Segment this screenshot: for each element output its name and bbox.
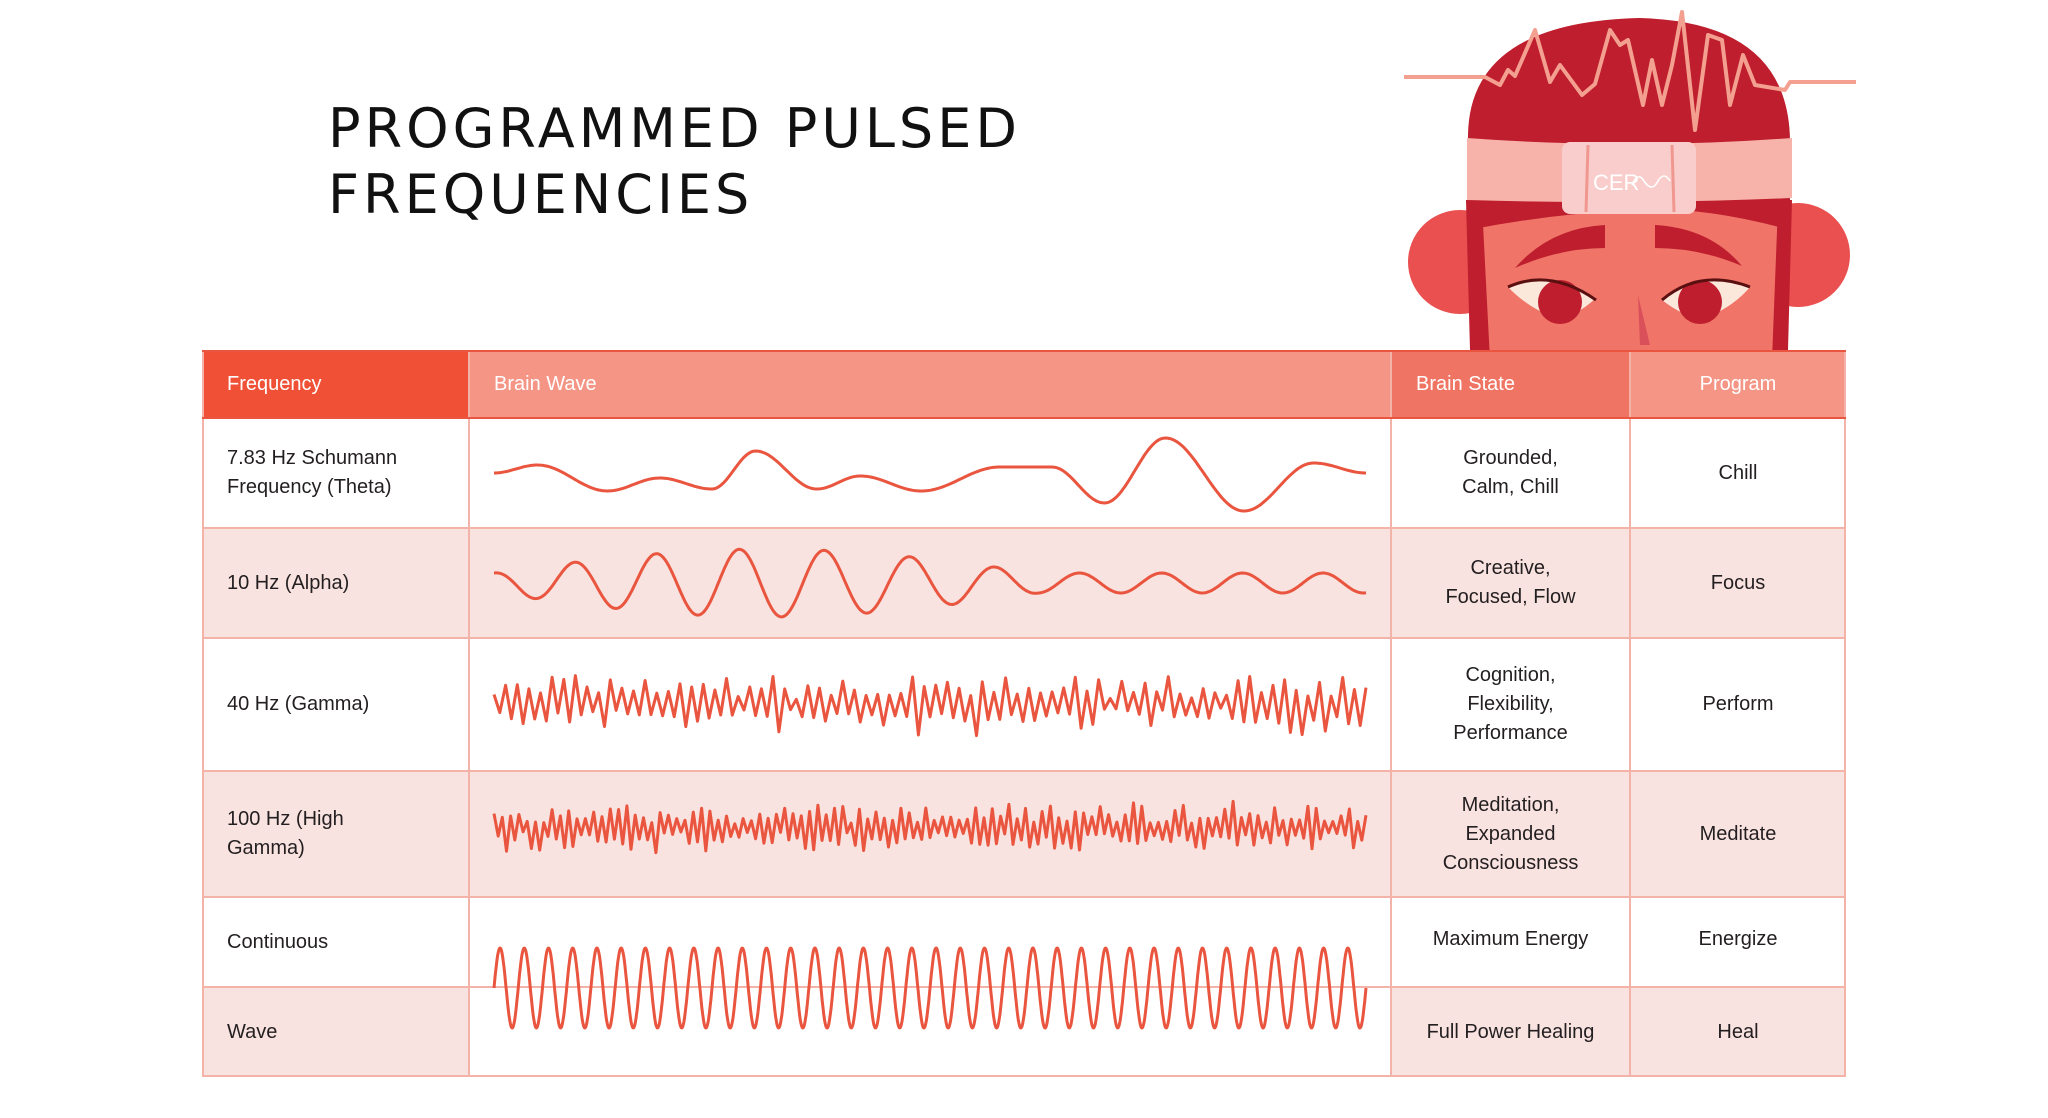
row-5-program: Energize <box>1698 927 1778 950</box>
row-6-program: Heal <box>1717 1020 1759 1043</box>
row-1-brain-state: Grounded, Calm, Chill <box>1462 447 1559 498</box>
row-2-program: Focus <box>1710 571 1766 594</box>
row-2-frequency: 10 Hz (Alpha) <box>227 571 350 594</box>
right-eyebrow <box>1655 225 1742 266</box>
row-3-program: Perform <box>1702 693 1774 715</box>
row-5-frequency: Continuous <box>227 930 329 953</box>
brain-wave-graphics <box>492 436 1368 1030</box>
page-title: PROGRAMMED PULSED FREQUENCIES <box>328 96 1021 228</box>
logo-text: CER <box>1593 170 1639 195</box>
title-line-2: FREQUENCIES <box>328 163 754 226</box>
high-gamma-wave <box>492 799 1368 855</box>
head-illustration: CER <box>1404 10 1856 360</box>
row-4-frequency: 100 Hz (High Gamma) <box>227 808 344 859</box>
headband-device <box>1562 142 1696 214</box>
row-5-brain-state: Maximum Energy <box>1432 927 1589 950</box>
header-brain-wave: Brain Wave <box>469 350 1391 418</box>
header-brain-state: Brain State <box>1391 350 1630 418</box>
frequency-table: Frequency Brain Wave Brain State Program… <box>202 350 1846 1077</box>
brainwave-line <box>1404 10 1856 132</box>
left-eyebrow <box>1515 225 1605 268</box>
row-4-brain-state: Meditation, Expanded Consciousness <box>1442 793 1579 874</box>
row-1-program: Chill <box>1718 461 1758 484</box>
row-4-program: Meditate <box>1699 822 1777 845</box>
title-line-1: PROGRAMMED PULSED <box>328 97 1021 160</box>
row-3-frequency: 40 Hz (Gamma) <box>227 693 370 715</box>
row-2-brain-state: Creative, Focused, Flow <box>1445 557 1576 608</box>
row-6-brain-state: Full Power Healing <box>1426 1020 1595 1043</box>
row-bg <box>202 771 1846 897</box>
theta-wave <box>494 436 1366 513</box>
alpha-wave <box>493 547 1367 619</box>
continuous-wave <box>492 946 1368 1030</box>
header-program: Program <box>1630 350 1846 418</box>
row-bg <box>202 528 1846 638</box>
row-6-frequency: Wave <box>227 1020 278 1043</box>
logo-wave-icon <box>1631 175 1671 188</box>
header-frequency: Frequency <box>202 350 469 418</box>
gamma-wave <box>492 674 1368 738</box>
row-1-frequency: 7.83 Hz Schumann Frequency (Theta) <box>227 447 398 498</box>
row-3-brain-state: Cognition, Flexibility, Performance <box>1453 664 1568 744</box>
